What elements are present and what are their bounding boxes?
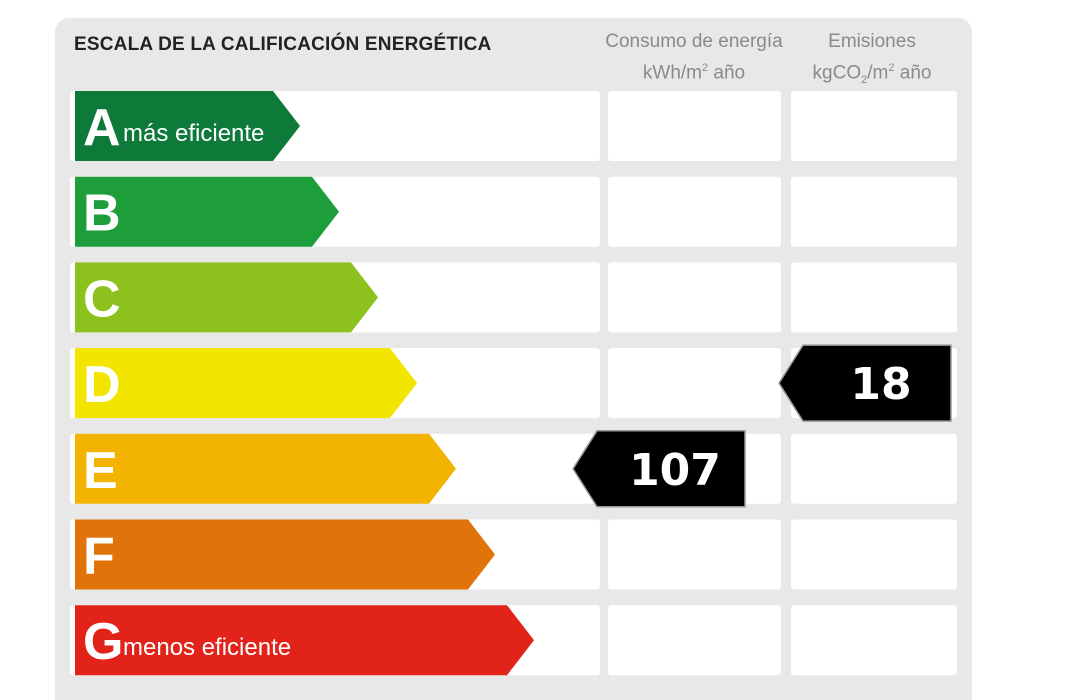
- rating-value-emisiones: 18: [850, 359, 911, 410]
- cell-g-2: [791, 605, 957, 676]
- class-letter-f: F: [83, 528, 115, 586]
- cell-g-1: [608, 605, 781, 676]
- class-sublabel-g: menos eficiente: [123, 634, 291, 661]
- class-arrow-c: [75, 262, 378, 333]
- class-letter-c: C: [83, 270, 121, 328]
- class-arrow-a: [75, 91, 300, 161]
- class-letter-e: E: [83, 442, 118, 500]
- column-header-consumo: Consumo de energía kWh/m2 año: [598, 28, 790, 86]
- cell-e-2: [791, 433, 957, 504]
- class-letter-a: A: [83, 99, 121, 157]
- rating-badge-consumo: [572, 430, 746, 508]
- class-arrow-e: [75, 433, 456, 504]
- cell-a-2: [791, 91, 957, 161]
- column-header-emisiones-line2: kgCO2/m2 año: [812, 62, 932, 87]
- cell-a-1: [608, 91, 781, 161]
- column-header-emisiones: Emisiones kgCO2/m2 año: [780, 28, 964, 94]
- class-arrow-d: [75, 348, 417, 419]
- chart-title: ESCALA DE LA CALIFICACIÓN ENERGÉTICA: [74, 34, 492, 55]
- column-header-emisiones-line1: Emisiones: [828, 31, 916, 52]
- class-arrow-b: [75, 176, 339, 247]
- class-arrow-f: [75, 519, 495, 590]
- column-header-consumo-line2: kWh/m2 año: [642, 62, 746, 84]
- cell-d-1: [608, 348, 781, 419]
- cell-f-1: [608, 519, 781, 590]
- cell-c-1: [608, 262, 781, 333]
- cell-c-2: [791, 262, 957, 333]
- rating-value-consumo: 107: [629, 445, 721, 496]
- rating-badge-emisiones: [778, 344, 952, 422]
- cell-f-2: [791, 519, 957, 590]
- class-arrow-g: [75, 605, 534, 676]
- column-header-consumo-line1: Consumo de energía: [605, 31, 783, 52]
- class-letter-g: G: [83, 613, 123, 671]
- class-sublabel-a: más eficiente: [123, 120, 264, 147]
- cell-b-1: [608, 176, 781, 247]
- class-letter-b: B: [83, 185, 121, 243]
- cell-b-2: [791, 176, 957, 247]
- class-letter-d: D: [83, 356, 121, 414]
